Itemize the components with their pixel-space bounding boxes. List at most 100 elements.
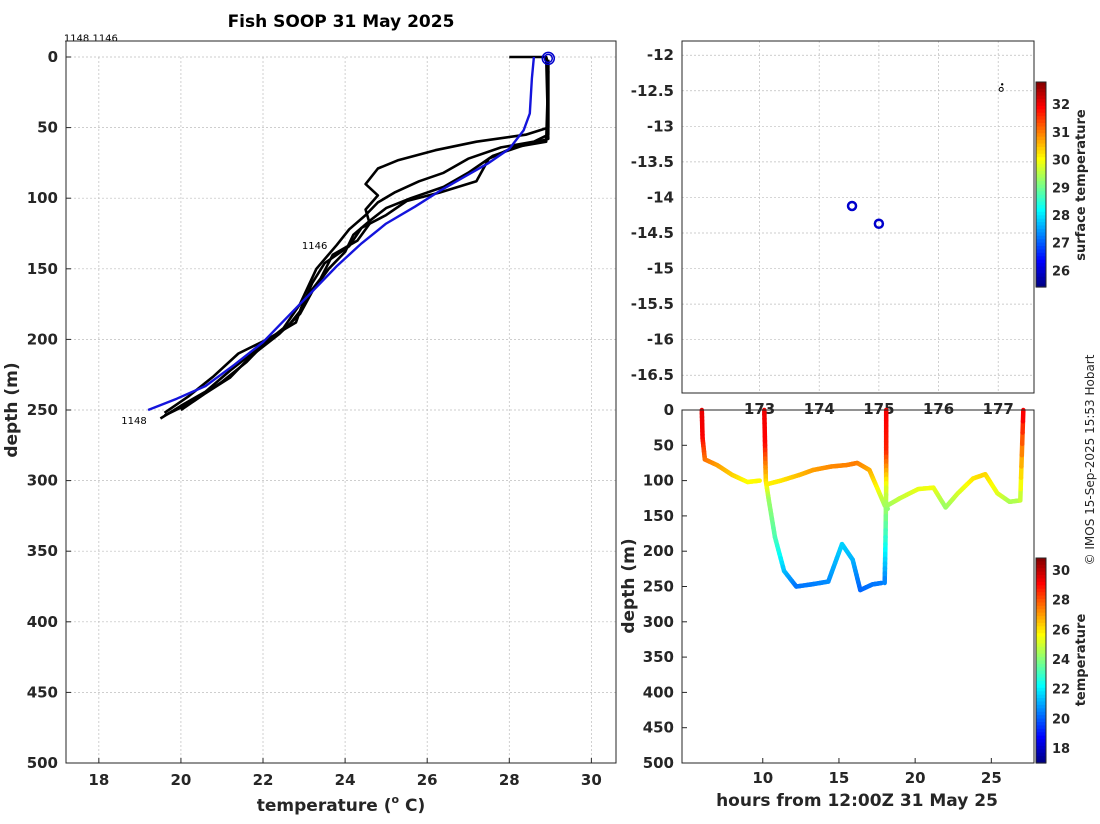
section-colorbar-band — [1036, 749, 1046, 753]
section-colorbar-band — [1036, 708, 1046, 712]
map-point — [875, 220, 883, 228]
profile-annotation: 1148 1146 — [64, 33, 118, 44]
profile-x-tick-label: 28 — [499, 771, 520, 789]
profile-x-tick-label: 22 — [253, 771, 274, 789]
section-colorbar-band — [1036, 743, 1046, 747]
section-colorbar-band — [1036, 572, 1046, 576]
map-colorbar-band — [1036, 253, 1046, 257]
section-y-tick-label: 300 — [643, 613, 674, 631]
map-colorbar-band — [1036, 150, 1046, 154]
map-x-tick-label: 177 — [983, 400, 1014, 418]
map-colorbar-band — [1036, 178, 1046, 182]
map-colorbar-band — [1036, 164, 1046, 168]
map-colorbar-band — [1036, 167, 1046, 171]
section-colorbar-band — [1036, 722, 1046, 726]
section-colorbar-tick-label: 24 — [1052, 653, 1070, 668]
map-colorbar-band — [1036, 277, 1046, 281]
map-colorbar-tick-label: 27 — [1052, 237, 1070, 252]
map-colorbar-band — [1036, 174, 1046, 178]
section-colorbar-tick-label: 30 — [1052, 564, 1070, 579]
section-y-tick-label: 200 — [643, 542, 674, 560]
map-colorbar-band — [1036, 270, 1046, 274]
section-x-tick-label: 20 — [905, 769, 926, 787]
map-colorbar-band — [1036, 208, 1046, 212]
section-colorbar-band — [1036, 667, 1046, 671]
map-colorbar-band — [1036, 219, 1046, 223]
section-colorbar-band — [1036, 736, 1046, 740]
section-colorbar-band — [1036, 589, 1046, 593]
section-colorbar-band — [1036, 739, 1046, 743]
section-colorbar-band — [1036, 705, 1046, 709]
map-colorbar-band — [1036, 191, 1046, 195]
section-colorbar-band — [1036, 596, 1046, 600]
section-colorbar-band — [1036, 688, 1046, 692]
section-colorbar-band — [1036, 582, 1046, 586]
profile-x-axis-label-end: C) — [399, 796, 425, 816]
map-colorbar-band — [1036, 106, 1046, 110]
map-colorbar-band — [1036, 137, 1046, 141]
section-colorbar-band — [1036, 671, 1046, 675]
map-colorbar-band — [1036, 116, 1046, 120]
profile-x-tick-label: 30 — [581, 771, 602, 789]
map-y-tick-label: -13.5 — [631, 153, 674, 171]
profile-series-cast-1149 — [165, 71, 549, 416]
section-colorbar-tick-label: 20 — [1052, 712, 1070, 727]
map-y-tick-label: -15 — [647, 260, 674, 278]
map-x-tick-label: 176 — [923, 400, 954, 418]
section-colorbar-band — [1036, 643, 1046, 647]
profile-y-tick-label: 150 — [27, 260, 58, 278]
map-colorbar-band — [1036, 215, 1046, 219]
profile-y-tick-label: 50 — [37, 119, 58, 137]
map-x-tick-label: 174 — [804, 400, 835, 418]
map-colorbar-tick-label: 31 — [1052, 126, 1070, 141]
section-colorbar-band — [1036, 568, 1046, 572]
map-colorbar-band — [1036, 229, 1046, 233]
section-colorbar-band — [1036, 558, 1046, 562]
section-colorbar-band — [1036, 657, 1046, 661]
map-colorbar-band — [1036, 226, 1046, 230]
section-colorbar-band — [1036, 561, 1046, 565]
profile-annotation: 1146 — [302, 241, 327, 252]
profile-x-tick-label: 20 — [170, 771, 191, 789]
credit-text: © IMOS 15-Sep-2025 15:53 Hobart — [1083, 354, 1097, 565]
map-colorbar-band — [1036, 154, 1046, 158]
map-colorbar-band — [1036, 205, 1046, 209]
section-x-axis-label: hours from 12:00Z 31 May 25 — [716, 791, 998, 811]
chart-title: Fish SOOP 31 May 2025 — [228, 12, 455, 32]
section-x-tick-label: 25 — [981, 769, 1002, 787]
section-y-axis-label: depth (m) — [619, 538, 639, 633]
section-y-tick-label: 350 — [643, 648, 674, 666]
section-colorbar-band — [1036, 702, 1046, 706]
map-colorbar-band — [1036, 82, 1046, 86]
section-colorbar-band — [1036, 674, 1046, 678]
map-colorbar-band — [1036, 171, 1046, 175]
section-colorbar-band — [1036, 732, 1046, 736]
section-colorbar-band — [1036, 602, 1046, 606]
map-colorbar-band — [1036, 273, 1046, 277]
profile-y-tick-label: 400 — [27, 613, 58, 631]
profile-x-tick-label: 26 — [417, 771, 438, 789]
section-colorbar-band — [1036, 691, 1046, 695]
profile-axes-frame — [66, 41, 616, 763]
section-colorbar-band — [1036, 606, 1046, 610]
map-colorbar-band — [1036, 109, 1046, 113]
map-y-tick-label: -16.5 — [631, 366, 674, 384]
section-colorbar-band — [1036, 592, 1046, 596]
section-colorbar-band — [1036, 623, 1046, 627]
profile-x-tick-label: 18 — [88, 771, 109, 789]
section-y-tick-label: 50 — [653, 436, 674, 454]
section-colorbar-band — [1036, 616, 1046, 620]
profile-y-tick-label: 450 — [27, 683, 58, 701]
profile-y-tick-label: 250 — [27, 401, 58, 419]
section-colorbar-band — [1036, 647, 1046, 651]
map-colorbar-band — [1036, 263, 1046, 267]
map-colorbar-band — [1036, 99, 1046, 103]
map-colorbar-tick-label: 26 — [1052, 264, 1070, 279]
section-colorbar-band — [1036, 664, 1046, 668]
map-colorbar-band — [1036, 103, 1046, 107]
map-colorbar-band — [1036, 212, 1046, 216]
map-colorbar-band — [1036, 260, 1046, 264]
profile-annotation: 1148 — [121, 416, 146, 427]
